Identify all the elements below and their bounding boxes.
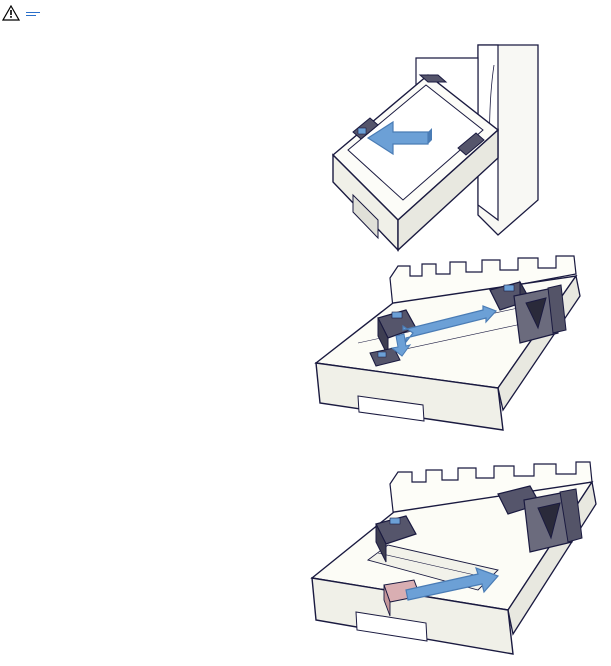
caution-header: [2, 4, 40, 22]
diagram-width-guides: [298, 248, 588, 443]
caution-triangle-icon: [2, 4, 20, 22]
link-underline: [26, 12, 40, 13]
diagram-tray-pull: [298, 40, 548, 255]
caution-links: [26, 12, 40, 16]
link-underline: [26, 15, 36, 16]
diagram-length-guide: [298, 450, 598, 665]
